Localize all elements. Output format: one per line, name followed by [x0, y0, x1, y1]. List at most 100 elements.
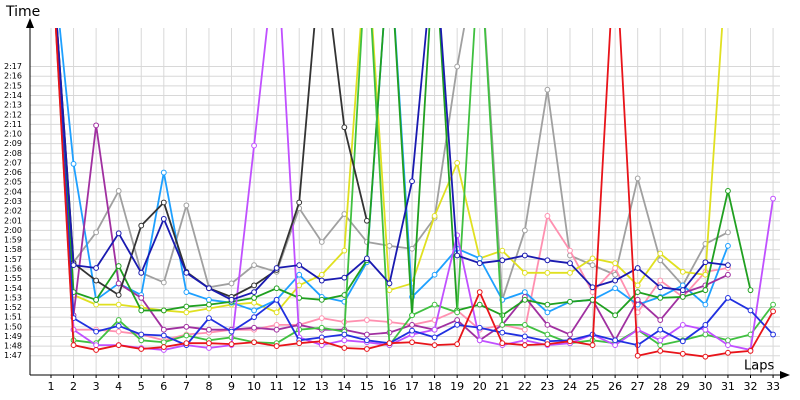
data-point: [183, 289, 190, 296]
x-axis-title: Laps: [744, 359, 774, 374]
y-tick-label: 1:53: [4, 293, 22, 302]
data-point: [341, 124, 348, 131]
data-point: [499, 340, 506, 347]
data-point: [251, 282, 257, 289]
data-point: [612, 285, 619, 292]
data-point: [183, 202, 190, 209]
data-point: [206, 340, 212, 347]
y-tick-label: 2:03: [4, 197, 22, 206]
x-tick-label: 13: [315, 380, 329, 393]
data-point: [702, 271, 709, 278]
y-axis-arrow: [26, 18, 34, 28]
data-point: [138, 331, 145, 338]
x-tick-label: 9: [228, 380, 235, 393]
data-point: [747, 287, 754, 294]
data-point: [273, 326, 280, 333]
data-point: [115, 301, 122, 308]
data-point: [93, 347, 100, 353]
data-point: [657, 317, 664, 323]
data-point: [273, 309, 280, 316]
data-point: [521, 342, 528, 349]
data-point: [160, 344, 167, 350]
data-point: [160, 199, 167, 206]
data-point: [770, 308, 776, 315]
data-point: [544, 86, 551, 93]
data-point: [679, 268, 686, 275]
data-point: [228, 280, 235, 287]
data-point: [251, 339, 257, 346]
data-point: [431, 271, 438, 278]
data-point: [431, 301, 438, 308]
y-tick-label: 1:50: [4, 322, 22, 331]
data-point: [747, 307, 754, 314]
data-point: [657, 294, 664, 301]
data-point: [612, 312, 619, 319]
y-tick-label: 2:06: [4, 168, 22, 177]
data-point: [454, 317, 461, 323]
data-point: [183, 340, 190, 347]
data-point: [115, 328, 122, 335]
data-point: [521, 326, 528, 333]
data-point: [725, 294, 731, 301]
x-tick-label: 19: [450, 380, 464, 393]
data-point: [521, 333, 528, 340]
data-point: [589, 255, 596, 262]
data-point: [702, 331, 709, 338]
data-point: [476, 337, 483, 344]
y-tick-label: 2:04: [4, 187, 22, 196]
x-tick-label: 4: [115, 380, 122, 393]
data-point: [702, 259, 709, 266]
data-point: [567, 260, 573, 267]
x-tick-label: 14: [337, 380, 351, 393]
data-point: [296, 199, 303, 206]
data-point: [454, 63, 461, 70]
data-point: [544, 341, 551, 348]
x-tick-label: 16: [382, 380, 396, 393]
data-point: [138, 269, 145, 276]
data-point: [521, 227, 528, 234]
data-point: [634, 175, 641, 182]
y-tick-label: 2:11: [4, 120, 22, 129]
x-tick-label: 3: [93, 380, 100, 393]
data-point: [612, 342, 619, 349]
data-point: [431, 342, 438, 349]
data-point: [386, 280, 393, 287]
data-point: [702, 287, 709, 294]
x-tick-label: 24: [563, 380, 577, 393]
data-point: [476, 324, 483, 331]
x-tick-label: 23: [540, 380, 554, 393]
data-point: [567, 338, 573, 345]
data-point: [770, 331, 776, 338]
y-tick-label: 1:55: [4, 274, 22, 283]
data-point: [409, 321, 415, 328]
data-point: [183, 332, 190, 339]
y-tick-label: 2:15: [4, 81, 22, 90]
x-tick-label: 10: [247, 380, 261, 393]
data-point: [70, 161, 77, 167]
x-tick-label: 8: [205, 380, 212, 393]
data-point: [160, 339, 167, 346]
data-point: [183, 269, 190, 276]
data-point: [70, 262, 77, 269]
data-point: [747, 348, 754, 354]
data-point: [341, 345, 348, 351]
data-point: [115, 317, 122, 323]
x-tick-label: 6: [160, 380, 167, 393]
x-tick-label: 31: [721, 380, 735, 393]
data-point: [725, 337, 731, 344]
data-point: [206, 285, 212, 292]
x-tick-label: 22: [518, 380, 532, 393]
data-point: [341, 274, 348, 281]
y-tick-label: 1:58: [4, 245, 22, 254]
data-point: [725, 349, 731, 356]
data-point: [612, 337, 619, 344]
x-tick-label: 21: [495, 380, 509, 393]
y-tick-label: 2:02: [4, 207, 22, 216]
data-point: [521, 289, 528, 296]
series-line: [55, 28, 752, 317]
data-point: [228, 296, 235, 303]
y-tick-label: 2:13: [4, 101, 22, 110]
data-point: [341, 331, 348, 338]
